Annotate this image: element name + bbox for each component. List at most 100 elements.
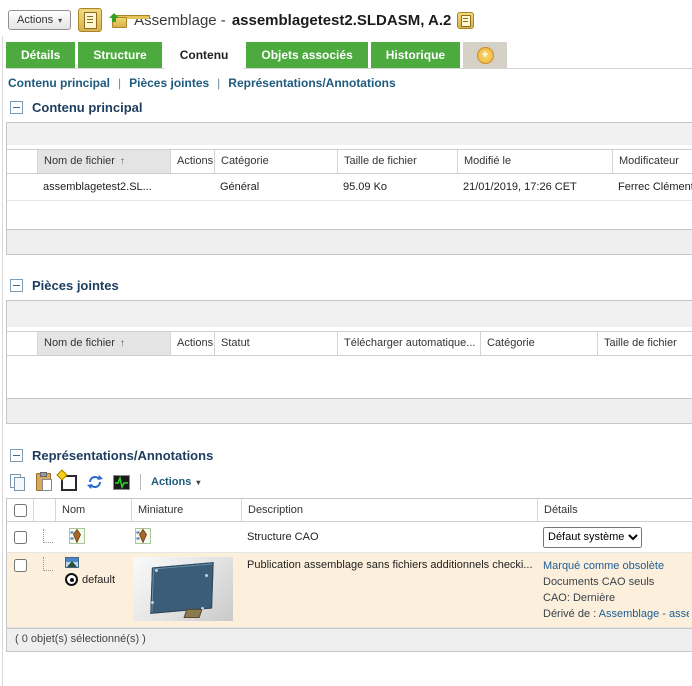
column-spacer bbox=[33, 499, 55, 521]
tab-objets-associes[interactable]: Objets associés bbox=[246, 42, 368, 68]
detail-derived-link[interactable]: Assemblage - assemb bbox=[598, 608, 689, 620]
empty-table-body bbox=[7, 356, 692, 398]
object-header: Actions ▾ Assemblage - assemblagetest2.S… bbox=[8, 8, 475, 32]
section-title: Pièces jointes bbox=[32, 278, 119, 293]
main-content-table: Nom de fichier ↑ Actions Catégorie Taille… bbox=[6, 122, 692, 255]
sort-asc-icon: ↑ bbox=[119, 338, 125, 349]
quicklink-representations[interactable]: Représentations/Annotations bbox=[228, 76, 396, 90]
selection-count-footer: ( 0 objet(s) sélectionné(s) ) bbox=[7, 628, 692, 651]
tab-contenu[interactable]: Contenu bbox=[164, 42, 244, 69]
detail-documents: Documents CAO seuls bbox=[543, 576, 655, 588]
sort-asc-icon: ↑ bbox=[119, 156, 125, 167]
detail-obsolete-link[interactable]: Marqué comme obsolète bbox=[543, 560, 665, 572]
table-row: Structure CAO Défaut système bbox=[7, 522, 692, 553]
section-header-representations: Représentations/Annotations bbox=[10, 448, 213, 463]
representation-description: Publication assemblage sans fichiers add… bbox=[247, 559, 533, 571]
column-nom-de-fichier[interactable]: Nom de fichier ↑ bbox=[37, 150, 170, 173]
table-row: assemblagetest2.SL... Général 95.09 Ko 2… bbox=[7, 174, 692, 201]
section-title: Représentations/Annotations bbox=[32, 448, 214, 463]
column-nom-de-fichier[interactable]: Nom de fichier ↑ bbox=[37, 332, 170, 355]
column-categorie[interactable]: Catégorie bbox=[480, 332, 597, 355]
section-header-contenu-principal: Contenu principal bbox=[10, 100, 143, 115]
tab-historique[interactable]: Historique bbox=[370, 42, 461, 68]
add-tab-stub[interactable]: + bbox=[463, 42, 508, 68]
quicklink-separator: | bbox=[118, 76, 122, 90]
checked-out-icon bbox=[109, 12, 151, 28]
assembly-type-icon bbox=[78, 8, 103, 32]
toolbar-separator bbox=[140, 474, 141, 490]
quicklink-separator: | bbox=[217, 76, 221, 90]
table-footer bbox=[7, 229, 692, 254]
file-modified: 21/01/2019, 17:26 CET bbox=[463, 181, 577, 193]
column-description[interactable]: Description bbox=[241, 499, 537, 521]
column-nom[interactable]: Nom bbox=[55, 499, 131, 521]
section-header-pieces-jointes: Pièces jointes bbox=[10, 278, 119, 293]
section-title: Contenu principal bbox=[32, 100, 143, 115]
representations-toolbar: Actions ▾ bbox=[10, 469, 201, 494]
tab-details[interactable]: Détails bbox=[6, 42, 76, 68]
column-taille[interactable]: Taille de fichier bbox=[337, 150, 457, 173]
paste-icon[interactable] bbox=[36, 472, 52, 491]
cad-structure-icon bbox=[135, 527, 151, 547]
actions-menu-button[interactable]: Actions ▾ bbox=[8, 10, 72, 30]
tab-structure[interactable]: Structure bbox=[78, 42, 162, 68]
panel-left-border bbox=[2, 36, 3, 686]
details-select[interactable]: Défaut système bbox=[543, 526, 642, 548]
quicklink-pieces-jointes[interactable]: Pièces jointes bbox=[129, 76, 210, 90]
table-header-row: Nom de fichier ↑ Actions Statut Télécharg… bbox=[7, 331, 692, 356]
detail-cao: CAO: Dernière bbox=[543, 592, 616, 604]
actions-menu-label: Actions bbox=[17, 14, 54, 26]
representations-table: Nom Miniature Description Détails bbox=[6, 498, 692, 652]
file-name[interactable]: assemblagetest2.SL... bbox=[43, 181, 152, 193]
table-header-row: Nom Miniature Description Détails bbox=[7, 499, 692, 522]
column-icon bbox=[7, 332, 37, 355]
image-representation-icon bbox=[65, 557, 79, 571]
page-title: Assemblage - assemblagetest2.SLDASM, A.2 bbox=[134, 11, 475, 29]
chevron-down-icon: ▾ bbox=[58, 15, 63, 25]
file-modifier: Ferrec Clément ( bbox=[618, 181, 692, 193]
detail-derived: Dérivé de : Assemblage - assemb bbox=[543, 606, 689, 622]
collapse-icon[interactable] bbox=[10, 101, 23, 114]
copy-icon[interactable] bbox=[10, 474, 26, 491]
column-details[interactable]: Détails bbox=[537, 499, 692, 521]
file-size: 95.09 Ko bbox=[343, 181, 388, 193]
column-taille[interactable]: Taille de fichier bbox=[597, 332, 692, 355]
column-statut[interactable]: Statut bbox=[214, 332, 337, 355]
tree-node-icon bbox=[43, 528, 53, 543]
object-info-icon[interactable] bbox=[457, 11, 475, 29]
attachments-table: Nom de fichier ↑ Actions Statut Télécharg… bbox=[6, 300, 692, 424]
representations-actions-button[interactable]: Actions ▾ bbox=[151, 476, 201, 488]
table-toolbar-strip bbox=[7, 123, 692, 145]
select-all-cell bbox=[7, 499, 33, 521]
collapse-icon[interactable] bbox=[10, 279, 23, 292]
column-actions[interactable]: Actions bbox=[170, 332, 214, 355]
row-checkbox[interactable] bbox=[13, 559, 27, 572]
column-modificateur[interactable]: Modificateur bbox=[612, 150, 692, 173]
default-marker-icon bbox=[65, 573, 78, 586]
row-checkbox[interactable] bbox=[13, 530, 27, 544]
select-all-checkbox[interactable] bbox=[13, 503, 27, 517]
page-title-object: assemblagetest2.SLDASM, A.2 bbox=[231, 11, 452, 29]
table-footer bbox=[7, 398, 692, 423]
refresh-icon[interactable] bbox=[87, 474, 103, 490]
table-header-row: Nom de fichier ↑ Actions Catégorie Taille… bbox=[7, 149, 692, 174]
new-representation-icon[interactable] bbox=[56, 469, 77, 491]
column-actions[interactable]: Actions bbox=[170, 150, 214, 173]
chevron-down-icon: ▾ bbox=[196, 477, 201, 487]
representation-thumbnail[interactable] bbox=[133, 557, 233, 621]
representation-description: Structure CAO bbox=[247, 531, 319, 543]
cad-structure-icon bbox=[69, 527, 85, 547]
collapse-icon[interactable] bbox=[10, 449, 23, 462]
tab-bar: Détails Structure Contenu Objets associé… bbox=[6, 42, 692, 69]
table-toolbar-strip bbox=[7, 301, 692, 327]
column-miniature[interactable]: Miniature bbox=[131, 499, 241, 521]
add-tab-icon[interactable]: + bbox=[476, 46, 494, 64]
column-telecharger[interactable]: Télécharger automatique... bbox=[337, 332, 480, 355]
representation-name[interactable]: default bbox=[82, 573, 116, 586]
column-modifie-le[interactable]: Modifié le bbox=[457, 150, 612, 173]
tree-node-icon bbox=[43, 557, 53, 571]
column-categorie[interactable]: Catégorie bbox=[214, 150, 337, 173]
status-monitor-icon[interactable] bbox=[113, 474, 130, 490]
quicklink-contenu-principal[interactable]: Contenu principal bbox=[8, 76, 110, 90]
